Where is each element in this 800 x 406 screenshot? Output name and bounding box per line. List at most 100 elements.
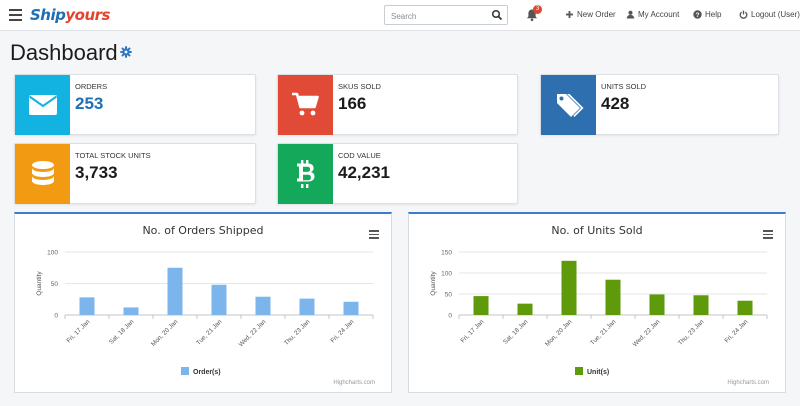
- bar: [605, 279, 621, 315]
- cod-value-card[interactable]: COD VALUE 42,231: [277, 143, 518, 204]
- units-sold-panel: No. of Units Sold 0 50 100 150 Quantity Fri, …: [408, 212, 786, 393]
- x-tick-label: Wed, 22 Jan: [238, 318, 268, 348]
- y-tick-label: 100: [441, 271, 452, 278]
- page-title: Dashboard: [10, 40, 118, 65]
- envelope-icon: [28, 95, 57, 115]
- bar: [299, 298, 315, 315]
- orders-card[interactable]: ORDERS 253: [14, 74, 256, 135]
- bar: [517, 303, 533, 315]
- x-tick-label: Wed, 22 Jan: [632, 318, 662, 348]
- skus-sold-card[interactable]: SKUs SOLD 166: [277, 74, 518, 135]
- units-sold-label: UNITS SOLD: [601, 82, 647, 91]
- y-tick-label: 50: [51, 281, 59, 288]
- units-sold-chart: 0 50 100 150 Quantity Fri, 17 Jan Sat, 18 Jan M…: [430, 250, 768, 376]
- y-axis-label: Quantity: [430, 271, 437, 296]
- help-label: Help: [705, 10, 722, 19]
- cod-value-icon-box: [278, 144, 333, 204]
- database-icon: [31, 161, 54, 185]
- help-circle-icon: ?: [693, 10, 702, 19]
- power-icon: [739, 10, 748, 19]
- x-tick-label: Thu, 23 Jan: [677, 318, 706, 347]
- y-tick-label: 50: [445, 292, 453, 299]
- chart-menu-icon[interactable]: [369, 230, 379, 239]
- cod-value-label: COD VALUE: [338, 151, 381, 160]
- search-box: [384, 5, 508, 26]
- orders-value: 253: [75, 94, 104, 113]
- y-tick-label: 150: [441, 250, 452, 257]
- help-link[interactable]: ? Help: [693, 10, 721, 19]
- x-tick-label: Mon, 20 Jan: [544, 318, 574, 348]
- bar: [693, 295, 709, 315]
- my-account-link[interactable]: My Account: [626, 10, 679, 19]
- x-tick-label: Tue, 21 Jan: [589, 318, 618, 347]
- top-navbar: Shipyours 3 New Order My Account ? Help …: [0, 0, 800, 31]
- legend-swatch: [181, 367, 189, 375]
- search-input[interactable]: [385, 7, 485, 26]
- search-icon[interactable]: [491, 9, 503, 21]
- legend-swatch: [575, 367, 583, 375]
- tags-icon: [556, 94, 583, 117]
- bar: [79, 297, 95, 315]
- bar: [473, 296, 489, 315]
- highcharts-credits[interactable]: Highcharts.com: [727, 380, 769, 386]
- units-sold-card[interactable]: UNITS SOLD 428: [540, 74, 779, 135]
- y-tick-label: 0: [54, 313, 58, 320]
- units-sold-chart-title: No. of Units Sold: [551, 224, 643, 237]
- bar: [255, 296, 271, 315]
- user-icon: [626, 10, 635, 19]
- orders-shipped-chart: 0 50 100 Quantity Fri, 17 Jan Sat, 18 Jan Mon,…: [36, 250, 374, 376]
- bar: [343, 301, 359, 315]
- x-tick-label: Mon, 20 Jan: [150, 318, 180, 348]
- cod-value-value: 42,231: [338, 163, 390, 182]
- bitcoin-icon: [296, 160, 314, 188]
- x-tick-label: Fri, 24 Jan: [329, 318, 355, 344]
- bar: [123, 307, 139, 315]
- orders-icon-box: [15, 75, 70, 135]
- total-stock-units-label: TOTAL STOCK UNITS: [75, 151, 151, 160]
- skus-sold-label: SKUs SOLD: [338, 82, 381, 91]
- settings-gear-icon[interactable]: [120, 46, 132, 58]
- bar: [649, 294, 665, 315]
- svg-text:?: ?: [696, 12, 700, 19]
- new-order-label: New Order: [577, 10, 616, 19]
- skus-sold-icon-box: [278, 75, 333, 135]
- highcharts-credits[interactable]: Highcharts.com: [333, 380, 375, 386]
- x-tick-label: Fri, 24 Jan: [723, 318, 749, 344]
- shopping-cart-icon: [291, 92, 319, 116]
- x-tick-label: Sat, 18 Jan: [502, 318, 530, 346]
- plus-icon: [566, 11, 573, 18]
- units-sold-value: 428: [601, 94, 630, 113]
- legend-label: Order(s): [193, 369, 221, 376]
- y-axis-label: Quantity: [36, 271, 43, 296]
- orders-shipped-chart-title: No. of Orders Shipped: [142, 224, 264, 237]
- total-stock-units-card[interactable]: TOTAL STOCK UNITS 3,733: [14, 143, 256, 204]
- total-stock-units-value: 3,733: [75, 163, 118, 182]
- total-stock-units-icon-box: [15, 144, 70, 204]
- orders-shipped-panel: No. of Orders Shipped 0 50 100 Quantity Fri,…: [14, 212, 392, 393]
- y-tick-label: 0: [448, 313, 452, 320]
- hamburger-menu-icon[interactable]: [9, 9, 22, 21]
- new-order-link[interactable]: New Order: [565, 10, 616, 19]
- bar: [211, 284, 227, 315]
- bar: [737, 300, 753, 315]
- skus-sold-value: 166: [338, 94, 367, 113]
- x-tick-label: Fri, 17 Jan: [459, 318, 485, 344]
- units-sold-icon-box: [541, 75, 596, 135]
- chart-menu-icon[interactable]: [763, 230, 773, 239]
- legend-label: Unit(s): [587, 369, 609, 376]
- x-tick-label: Thu, 23 Jan: [283, 318, 312, 347]
- logo-text-ship: Ship: [30, 6, 66, 24]
- x-tick-label: Fri, 17 Jan: [65, 318, 91, 344]
- x-tick-label: Sat, 18 Jan: [108, 318, 136, 346]
- my-account-label: My Account: [638, 10, 680, 19]
- logo[interactable]: Shipyours: [30, 6, 110, 24]
- logo-text-yours: yours: [65, 6, 110, 24]
- bar: [167, 267, 183, 315]
- y-tick-label: 100: [47, 250, 58, 257]
- logout-label: Logout (User): [751, 10, 800, 19]
- notification-count-badge: 3: [533, 5, 542, 14]
- logout-link[interactable]: Logout (User): [739, 10, 800, 19]
- orders-label: ORDERS: [75, 82, 108, 91]
- x-tick-label: Tue, 21 Jan: [195, 318, 224, 347]
- bar: [561, 260, 577, 315]
